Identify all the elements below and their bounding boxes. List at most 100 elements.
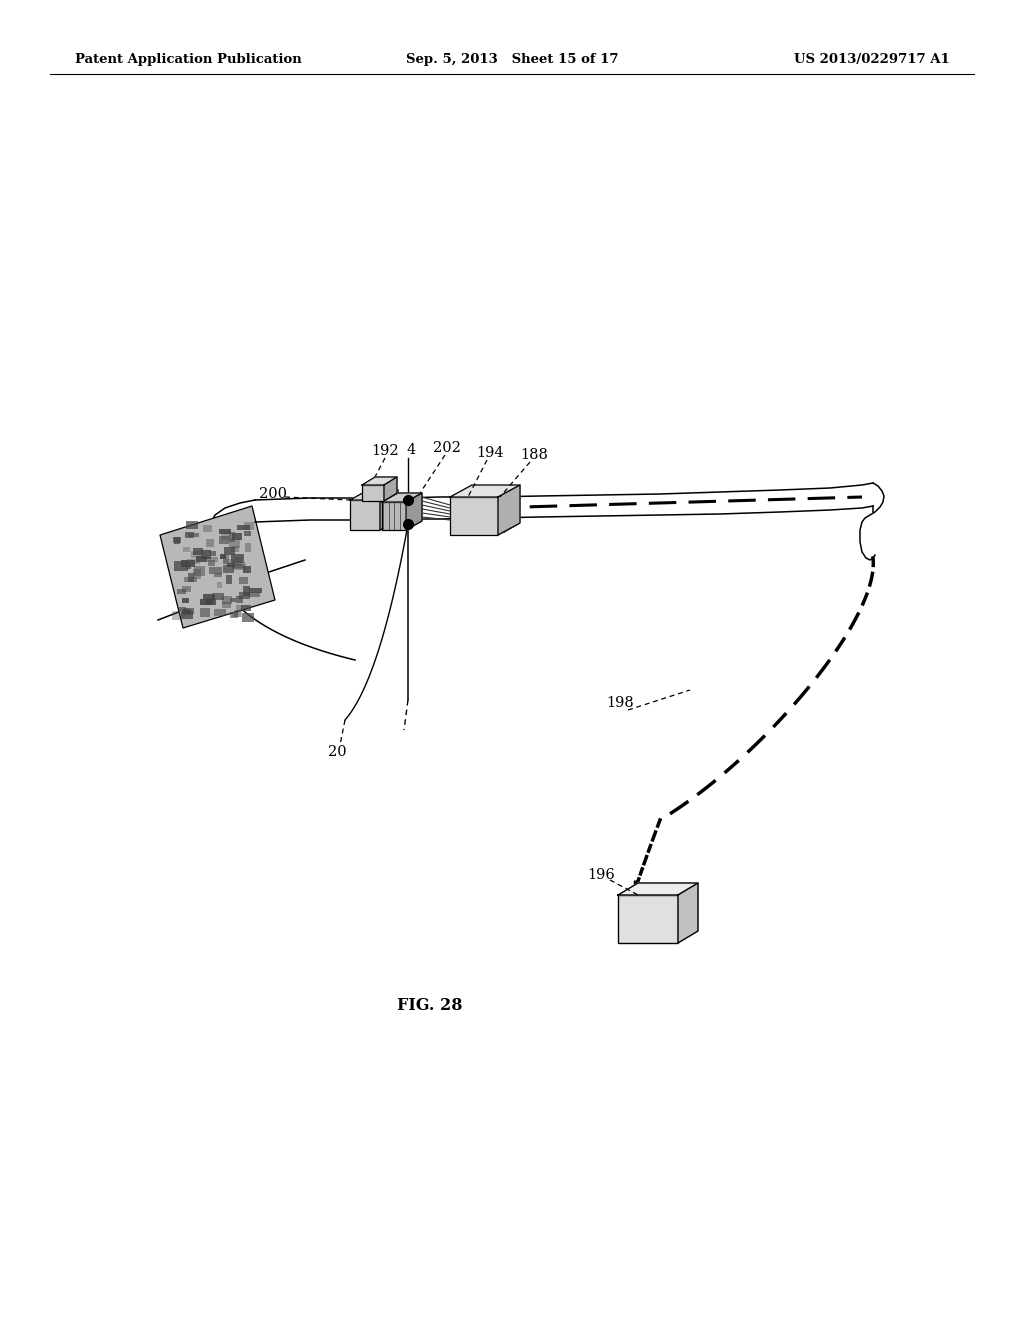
Bar: [183, 546, 189, 552]
Bar: [210, 552, 216, 556]
Bar: [177, 589, 186, 594]
Bar: [185, 565, 190, 569]
Bar: [220, 554, 226, 560]
Bar: [231, 562, 245, 570]
Bar: [209, 566, 222, 574]
Bar: [237, 525, 250, 529]
Bar: [239, 593, 250, 599]
Bar: [245, 532, 251, 536]
Polygon shape: [382, 492, 422, 502]
Bar: [229, 532, 236, 543]
Bar: [207, 557, 218, 562]
Bar: [188, 532, 200, 537]
Text: 4: 4: [407, 444, 416, 457]
Bar: [186, 520, 198, 529]
Bar: [227, 562, 234, 568]
Polygon shape: [380, 490, 398, 531]
Bar: [476, 512, 504, 532]
Polygon shape: [678, 883, 698, 942]
Bar: [450, 498, 498, 535]
Bar: [193, 548, 204, 556]
Bar: [181, 560, 195, 568]
Text: 20: 20: [328, 744, 346, 759]
Polygon shape: [476, 504, 518, 512]
Text: Patent Application Publication: Patent Application Publication: [75, 54, 302, 66]
Bar: [217, 582, 222, 589]
Bar: [382, 502, 406, 531]
Bar: [222, 602, 231, 609]
Bar: [207, 598, 214, 605]
Bar: [181, 598, 189, 603]
Bar: [172, 611, 181, 620]
Bar: [243, 586, 250, 597]
Text: US 2013/0229717 A1: US 2013/0229717 A1: [795, 54, 950, 66]
Bar: [219, 536, 229, 544]
Polygon shape: [160, 506, 275, 628]
Bar: [185, 532, 195, 537]
Bar: [234, 565, 247, 569]
Bar: [228, 540, 240, 548]
Text: 202: 202: [433, 441, 461, 455]
Bar: [245, 543, 251, 552]
Bar: [234, 557, 242, 565]
Bar: [191, 552, 201, 558]
Bar: [214, 609, 226, 616]
Bar: [221, 532, 231, 540]
Bar: [181, 611, 194, 619]
Bar: [222, 597, 232, 605]
Bar: [178, 607, 185, 611]
Bar: [232, 612, 242, 618]
Bar: [184, 577, 198, 582]
Bar: [232, 533, 242, 540]
Bar: [248, 593, 260, 597]
Bar: [240, 577, 248, 583]
Text: 192: 192: [371, 444, 398, 458]
Bar: [200, 599, 212, 605]
Bar: [237, 605, 243, 612]
Bar: [243, 612, 254, 622]
Bar: [223, 556, 228, 564]
Text: 200: 200: [259, 487, 287, 502]
Text: 196: 196: [587, 869, 614, 882]
Bar: [233, 610, 241, 618]
Bar: [224, 546, 234, 556]
Bar: [223, 565, 233, 573]
Polygon shape: [350, 490, 398, 500]
Bar: [223, 558, 236, 564]
Bar: [618, 895, 678, 942]
Bar: [207, 540, 214, 546]
Bar: [182, 609, 190, 615]
Bar: [197, 556, 208, 562]
Bar: [362, 484, 384, 502]
Bar: [230, 553, 245, 564]
Bar: [204, 594, 215, 599]
Bar: [225, 576, 232, 583]
Bar: [350, 500, 380, 531]
Polygon shape: [504, 504, 518, 532]
Polygon shape: [384, 477, 397, 502]
Bar: [229, 598, 236, 602]
Text: 194: 194: [476, 446, 504, 459]
Bar: [183, 609, 194, 614]
Bar: [174, 537, 180, 544]
Bar: [232, 564, 243, 569]
Text: 198: 198: [606, 696, 634, 710]
Bar: [249, 589, 262, 593]
Bar: [174, 561, 187, 570]
Text: Sep. 5, 2013   Sheet 15 of 17: Sep. 5, 2013 Sheet 15 of 17: [406, 54, 618, 66]
Polygon shape: [362, 477, 397, 484]
Bar: [202, 550, 211, 560]
Bar: [187, 558, 200, 564]
Bar: [244, 523, 254, 531]
Bar: [214, 573, 222, 577]
Bar: [208, 560, 215, 566]
Bar: [205, 599, 216, 605]
Polygon shape: [406, 492, 422, 531]
Bar: [200, 609, 211, 616]
Bar: [219, 529, 230, 533]
Text: FIG. 28: FIG. 28: [397, 997, 463, 1014]
Bar: [244, 566, 251, 573]
Polygon shape: [450, 484, 520, 498]
Polygon shape: [618, 883, 698, 895]
Text: 188: 188: [520, 447, 548, 462]
